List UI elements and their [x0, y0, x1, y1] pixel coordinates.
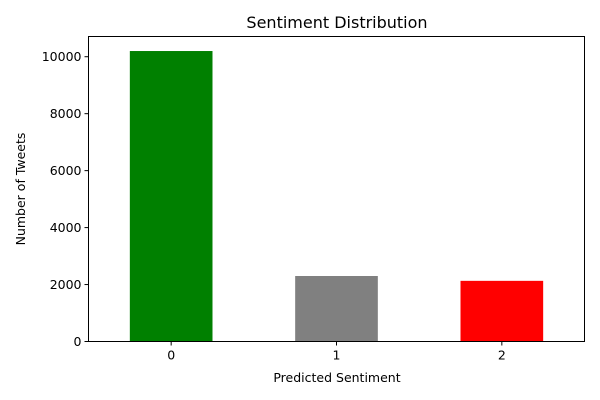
- x-axis-ticks: 0 1 2: [167, 341, 506, 363]
- y-tick-label: 0: [74, 334, 82, 349]
- x-tick-label: 2: [498, 348, 506, 363]
- y-tick-label: 2000: [50, 277, 82, 292]
- y-tick-label: 6000: [50, 163, 82, 178]
- bars-group: [129, 51, 544, 342]
- bar-2: [460, 280, 544, 342]
- y-axis-ticks: 0 2000 4000 6000 8000 10000: [42, 49, 89, 349]
- y-axis-label: Number of Tweets: [13, 133, 28, 246]
- x-tick-label: 1: [333, 348, 341, 363]
- x-tick-label: 0: [167, 348, 175, 363]
- chart-title: Sentiment Distribution: [246, 13, 427, 32]
- x-axis-label: Predicted Sentiment: [273, 370, 400, 385]
- y-tick-label: 8000: [50, 106, 82, 121]
- y-tick-label: 4000: [50, 220, 82, 235]
- y-tick-label: 10000: [42, 49, 82, 64]
- bar-1: [295, 276, 378, 342]
- bar-0: [129, 51, 213, 342]
